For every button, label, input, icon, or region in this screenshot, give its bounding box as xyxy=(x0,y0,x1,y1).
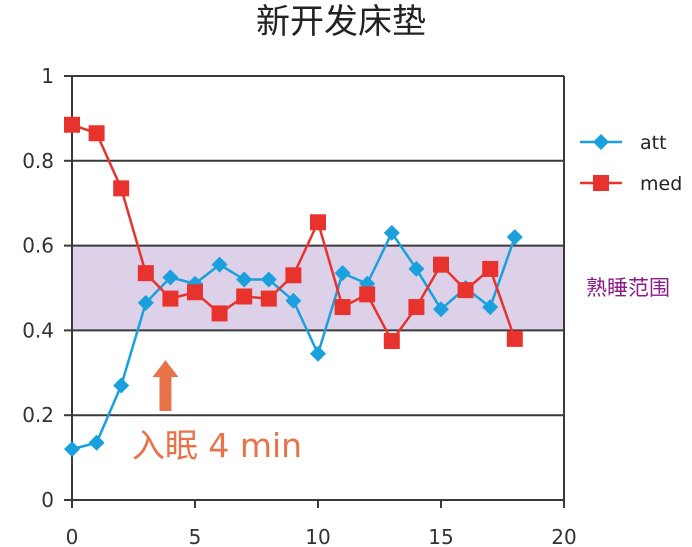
legend-label-att: att xyxy=(640,132,667,154)
data-point-med xyxy=(383,333,400,349)
data-point-att xyxy=(236,271,253,288)
y-tick-label: 0.8 xyxy=(22,149,54,173)
x-tick-label: 10 xyxy=(305,525,330,547)
data-point-med xyxy=(260,290,277,307)
data-point-att xyxy=(137,294,154,311)
data-point-med xyxy=(359,286,376,303)
data-point-att xyxy=(408,260,425,277)
data-point-med xyxy=(113,180,130,197)
data-point-att xyxy=(285,292,302,309)
x-tick-label: 0 xyxy=(66,525,79,547)
data-point-med xyxy=(457,282,474,299)
sleep-onset-arrow xyxy=(152,360,179,411)
data-point-med xyxy=(310,214,326,231)
legend: att med xyxy=(580,132,682,195)
data-point-att xyxy=(506,229,523,246)
legend-marker-att xyxy=(593,134,609,150)
data-point-med xyxy=(162,290,179,307)
data-point-att xyxy=(88,434,105,451)
legend-marker-med xyxy=(593,175,609,191)
data-point-att xyxy=(482,299,499,316)
data-point-med xyxy=(64,116,80,133)
data-point-att xyxy=(260,271,277,288)
data-point-att xyxy=(334,265,351,282)
data-point-med xyxy=(211,305,228,322)
x-tick-label: 5 xyxy=(189,525,202,547)
data-point-att xyxy=(433,301,449,318)
chart-title: 新开发床垫 xyxy=(256,2,426,42)
data-point-med xyxy=(408,299,425,316)
data-point-med xyxy=(285,267,302,284)
data-point-att xyxy=(383,224,400,241)
y-tick-label: 1 xyxy=(41,64,54,88)
data-point-att xyxy=(310,345,326,362)
data-point-att xyxy=(113,377,130,394)
data-point-med xyxy=(433,256,449,273)
legend-label-med: med xyxy=(640,173,682,195)
data-point-med xyxy=(482,260,499,277)
sleep-onset-annotation: 入眠 4 min xyxy=(132,426,302,465)
data-point-med xyxy=(137,265,154,282)
data-point-med xyxy=(334,299,351,316)
sleep-range-band xyxy=(72,245,564,331)
data-point-med xyxy=(88,125,105,142)
y-tick-label: 0 xyxy=(41,488,54,512)
y-tick-label: 0.6 xyxy=(22,234,54,258)
y-tick-label: 0.2 xyxy=(22,403,54,427)
data-point-att xyxy=(64,441,80,458)
y-tick-label: 0.4 xyxy=(22,318,54,342)
data-point-med xyxy=(187,284,203,301)
sleep-range-label: 熟睡范围 xyxy=(586,276,670,300)
data-point-med xyxy=(506,330,523,347)
data-point-med xyxy=(236,288,253,305)
plot-area: 00.20.40.60.810 5 10 15 20 xyxy=(22,64,577,547)
data-point-att xyxy=(211,256,228,273)
data-point-att xyxy=(162,269,179,286)
x-tick-label: 15 xyxy=(428,525,453,547)
x-tick-label: 20 xyxy=(551,525,576,547)
